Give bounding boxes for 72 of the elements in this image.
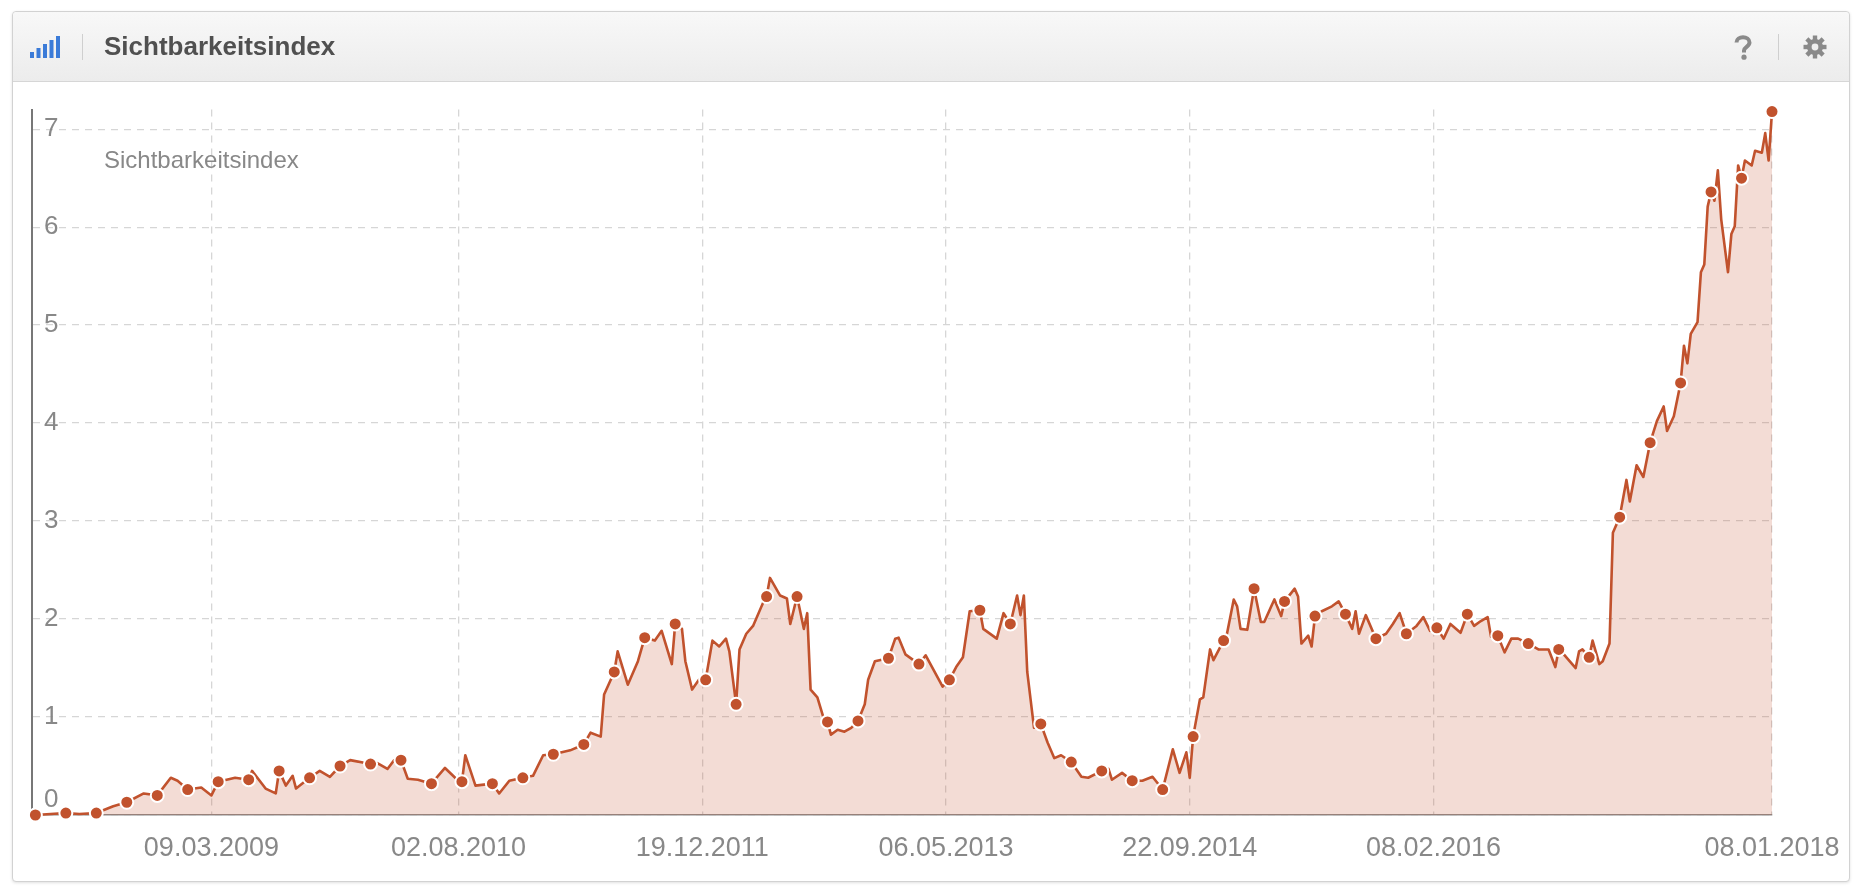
- point: [1063, 754, 1079, 770]
- x-tick-label: 02.08.2010: [390, 831, 527, 862]
- x-tick-label: 06.05.2013: [878, 831, 1014, 862]
- point: [1307, 608, 1323, 624]
- point: [667, 616, 683, 632]
- point: [1520, 636, 1536, 652]
- point: [1368, 631, 1384, 647]
- point: [1429, 620, 1445, 636]
- x-tick-label: 08.01.2018: [1704, 831, 1840, 862]
- x-tick-label: 08.02.2016: [1365, 831, 1502, 862]
- y-tick-label: 0: [44, 782, 59, 813]
- point: [241, 772, 257, 788]
- point: [1155, 782, 1171, 798]
- point: [606, 664, 622, 680]
- point: [1185, 729, 1201, 745]
- point: [1398, 626, 1414, 642]
- point: [271, 763, 287, 779]
- point: [1459, 606, 1475, 622]
- y-tick-label: 1: [44, 700, 59, 731]
- point: [88, 805, 104, 821]
- point: [1612, 509, 1628, 525]
- y-tick-label: 6: [44, 210, 59, 241]
- point: [1033, 716, 1049, 732]
- point: [1581, 649, 1597, 665]
- point: [576, 736, 592, 752]
- x-tick-label: 09.03.2009: [143, 831, 279, 862]
- point: [759, 589, 775, 605]
- point: [1337, 606, 1353, 622]
- point: [728, 696, 744, 712]
- y-tick-label: 5: [44, 308, 59, 339]
- point: [637, 630, 653, 646]
- point: [515, 770, 531, 786]
- point: [972, 602, 988, 618]
- point: [302, 770, 318, 786]
- legend-title: Sichtbarkeitsindex: [104, 146, 299, 174]
- y-tick-label: 2: [44, 602, 59, 633]
- point: [1002, 616, 1018, 632]
- point: [698, 672, 714, 688]
- point: [363, 756, 379, 772]
- point: [454, 774, 470, 790]
- point: [1764, 104, 1780, 120]
- point: [1734, 170, 1750, 186]
- point: [423, 776, 439, 792]
- point: [789, 589, 805, 605]
- point: [911, 656, 927, 672]
- point: [149, 787, 165, 803]
- point: [1124, 773, 1140, 789]
- point: [332, 758, 348, 774]
- point: [941, 672, 957, 688]
- point: [180, 782, 196, 798]
- point: [850, 713, 866, 729]
- y-tick-label: 7: [44, 112, 59, 143]
- point: [1277, 593, 1293, 609]
- chart-title: Sichtbarkeitsindex: [104, 30, 336, 63]
- point: [545, 746, 561, 762]
- point: [484, 776, 500, 792]
- point: [58, 805, 74, 821]
- y-tick-label: 3: [44, 504, 59, 535]
- point: [1673, 375, 1689, 391]
- point: [210, 774, 226, 790]
- point: [393, 752, 409, 768]
- point: [1246, 581, 1262, 597]
- point: [1490, 628, 1506, 644]
- point: [1216, 633, 1232, 649]
- y-tick-label: 4: [44, 406, 59, 437]
- point: [1094, 763, 1110, 779]
- point: [119, 794, 135, 810]
- point: [1642, 435, 1658, 451]
- point: [880, 650, 896, 666]
- x-tick-label: 19.12.2011: [635, 831, 769, 862]
- point: [1703, 184, 1719, 200]
- x-tick-label: 22.09.2014: [1122, 831, 1258, 862]
